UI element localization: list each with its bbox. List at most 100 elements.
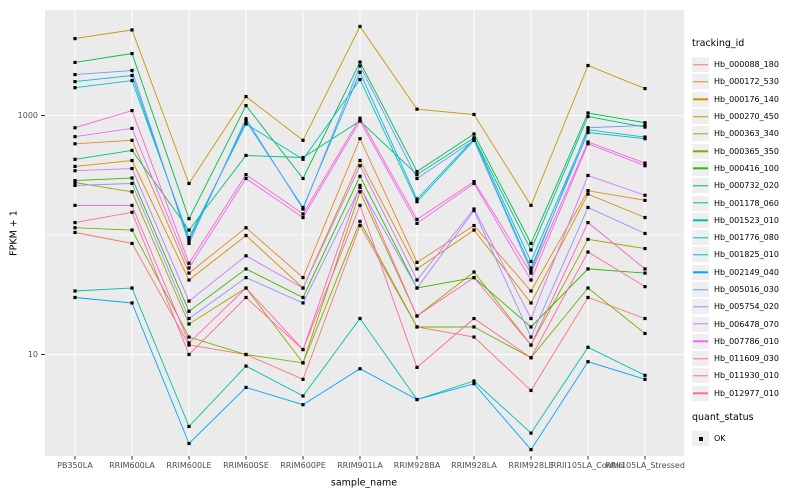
legend-color-line — [693, 323, 708, 325]
legend-key-line-icon — [692, 178, 709, 194]
legend-item-label: Hb_000088_180 — [714, 60, 779, 70]
legend-item: Hb_000365_350 — [692, 142, 798, 159]
x-tick-label: PB350LA — [57, 461, 93, 470]
x-tick-label: RRIM928BA — [393, 461, 441, 470]
legend-item: Hb_007786_010 — [692, 333, 798, 350]
legend-color-line — [693, 219, 708, 222]
legend-item: Hb_011930_010 — [692, 367, 798, 384]
legend-color-line — [693, 306, 708, 308]
legend-item: Hb_006478_070 — [692, 315, 798, 332]
legend-color-line — [693, 98, 708, 100]
legend-key-line-icon — [692, 212, 709, 228]
y-tick-label: 10 — [27, 349, 38, 359]
y-tick-label: 1000 — [17, 110, 38, 120]
legend-color-line — [693, 63, 708, 66]
legend-item-label: Hb_000732_020 — [714, 181, 779, 191]
legend-item: Hb_000416_100 — [692, 160, 798, 177]
legend-key-square-icon — [692, 431, 709, 447]
x-tick-label: RRII105LA_Control — [550, 461, 626, 470]
legend-color-line — [693, 340, 708, 343]
legend-color-line — [693, 288, 708, 291]
x-tick-label: RRIM600LE — [166, 461, 212, 470]
legend-color-line — [693, 202, 708, 204]
legend-item-label: Hb_000363_340 — [714, 129, 779, 139]
legend-key-line-icon — [692, 109, 709, 125]
legend-color-line — [693, 81, 708, 83]
legend-item-label: Hb_000416_100 — [714, 163, 779, 173]
x-tick-label: RRIM600PE — [280, 461, 326, 470]
legend: tracking_id Hb_000088_180 Hb_000172_530 Hb… — [692, 38, 798, 447]
y-axis-title: FPKM + 1 — [8, 210, 20, 256]
legend-title-tracking-id: tracking_id — [692, 38, 745, 49]
legend-item-label: Hb_001776_080 — [714, 233, 779, 243]
legend-item-label: Hb_000365_350 — [714, 146, 779, 156]
legend-key-line-icon — [692, 160, 709, 176]
legend-item-label: Hb_001825_010 — [714, 250, 779, 260]
legend-key-line-icon — [692, 385, 709, 401]
legend-key-line-icon — [692, 230, 709, 246]
legend-item: Hb_000732_020 — [692, 177, 798, 194]
legend-item-label: Hb_002149_040 — [714, 267, 779, 277]
x-tick-label: RRIM600SE — [223, 461, 269, 470]
legend-key-line-icon — [692, 57, 709, 73]
legend-key-line-icon — [692, 195, 709, 211]
legend-item: Hb_000172_530 — [692, 73, 798, 90]
legend-item: Hb_001776_080 — [692, 229, 798, 246]
legend-color-line — [693, 392, 708, 394]
quant-legend-label: OK — [714, 434, 726, 444]
legend-item: Hb_011609_030 — [692, 350, 798, 367]
legend-item-label: Hb_005754_020 — [714, 302, 779, 312]
legend-item-label: Hb_005016_030 — [714, 285, 779, 294]
legend-item: Hb_002149_040 — [692, 264, 798, 281]
plot-panel — [45, 10, 684, 456]
legend-item-label: Hb_000176_140 — [714, 94, 779, 104]
legend-key-line-icon — [692, 282, 709, 297]
tracking-id-legend-items: Hb_000088_180 Hb_000172_530 Hb_000176_140 H… — [692, 56, 798, 402]
legend-key-line-icon — [692, 368, 709, 384]
x-tick-label: RRIM901LA — [337, 461, 383, 470]
quant-status-legend-items: OK — [692, 430, 798, 447]
legend-item-label: Hb_000172_530 — [714, 77, 779, 87]
legend-item-label: Hb_007786_010 — [714, 336, 779, 346]
legend-color-line — [693, 115, 708, 118]
legend-item: Hb_012977_010 — [692, 385, 798, 402]
quant-legend-item: OK — [692, 430, 798, 447]
legend-color-line — [693, 254, 708, 256]
legend-item-label: Hb_006478_070 — [714, 319, 779, 329]
legend-key-line-icon — [692, 333, 709, 349]
legend-color-line — [693, 375, 708, 377]
legend-color-line — [693, 150, 708, 152]
legend-item-label: Hb_011930_010 — [714, 371, 779, 381]
legend-item: Hb_001523_010 — [692, 212, 798, 229]
legend-key-line-icon — [692, 316, 709, 332]
x-tick-label: RRIM928LA — [451, 461, 497, 470]
legend-color-line — [693, 185, 708, 187]
legend-key-line-icon — [692, 351, 709, 367]
legend-key-line-icon — [692, 91, 709, 107]
x-tick-label: RRII105LA_Stressed — [605, 461, 685, 470]
legend-item-label: Hb_001178_060 — [714, 198, 779, 208]
legend-item: Hb_000270_450 — [692, 108, 798, 125]
legend-key-line-icon — [692, 143, 709, 159]
legend-item-label: Hb_000270_450 — [714, 112, 779, 122]
x-axis-title: sample_name — [330, 477, 398, 489]
legend-color-line — [693, 236, 708, 239]
legend-item: Hb_001825_010 — [692, 246, 798, 263]
legend-key-line-icon — [692, 264, 709, 280]
legend-item-label: Hb_012977_010 — [714, 388, 779, 398]
legend-color-line — [693, 357, 708, 360]
legend-item: Hb_000363_340 — [692, 125, 798, 142]
legend-item: Hb_001178_060 — [692, 194, 798, 211]
x-tick-label: RRIM600LA — [109, 461, 155, 470]
legend-item-label: Hb_001523_010 — [714, 215, 779, 225]
legend-item: Hb_005754_020 — [692, 298, 798, 315]
x-tick-label: RRIM928LE — [508, 461, 554, 470]
legend-item-label: Hb_011609_030 — [714, 354, 779, 364]
legend-key-line-icon — [692, 247, 709, 263]
black-square-marker — [698, 436, 703, 441]
legend-title-quant-status: quant_status — [692, 411, 754, 423]
legend-color-line — [693, 167, 708, 170]
legend-color-line — [693, 271, 708, 273]
legend-color-line — [693, 133, 708, 135]
